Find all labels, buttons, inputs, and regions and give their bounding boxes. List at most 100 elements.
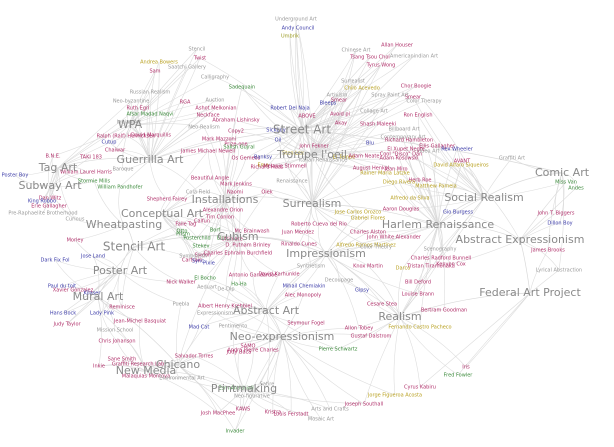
node-label: Invader (226, 429, 246, 435)
node-label: Mosaic Art (308, 417, 334, 423)
edge (435, 185, 485, 199)
node-label: Pierre Schwartz (319, 347, 358, 353)
edge (460, 164, 521, 241)
node-label: John T. Biggers (536, 211, 574, 217)
edge (547, 172, 563, 251)
node-label: Puebla (173, 302, 190, 308)
edge (224, 191, 268, 201)
node-label: Iris (462, 365, 470, 371)
node-label: Gipsy (355, 288, 369, 294)
edge (311, 94, 391, 205)
edge (398, 181, 439, 226)
edge (437, 197, 485, 226)
node-label: Ron English (403, 113, 432, 119)
edge (145, 370, 219, 414)
edge (199, 57, 303, 131)
movement-label-absexp: Abstract Expressionism (456, 233, 585, 246)
node-label: TAKI 183 (79, 155, 102, 161)
node-label: Cola Field (186, 190, 210, 196)
node-label: Jorge Figueroa Acosta (367, 393, 422, 399)
edge (558, 172, 564, 271)
edge (238, 283, 283, 338)
edge (214, 310, 267, 315)
movement-label-wheatpasting: Wheatpasting (86, 218, 162, 231)
node-label: William Laurel Harris (60, 170, 112, 176)
node-label: Adam Rosowski (380, 156, 419, 162)
edge (177, 364, 236, 432)
edge (301, 129, 324, 161)
edge (72, 289, 99, 298)
node-label: James Michael Newell (180, 149, 235, 155)
node-label: Contemporary Art (380, 135, 425, 141)
edge (284, 154, 313, 167)
node-label: Symbolism (179, 254, 207, 260)
edge (119, 159, 151, 188)
edge (235, 129, 303, 145)
edge (235, 130, 313, 156)
movement-label-wpa: WPA (118, 118, 143, 131)
node-label: Malaquias Montoya (122, 374, 170, 380)
edge (128, 120, 133, 126)
node-label: Kenyon Cox (436, 262, 465, 268)
edge (114, 149, 151, 161)
edge (234, 388, 245, 432)
node-label: Josh MacPhee (200, 411, 235, 417)
edge (238, 283, 267, 312)
edge (232, 325, 245, 390)
node-label: Poster Boy (2, 173, 29, 179)
edge (121, 358, 179, 366)
edge (301, 99, 340, 131)
node-label: Video Art (416, 149, 439, 155)
edge (108, 124, 131, 143)
node-label: Robert Del Naja (270, 106, 309, 112)
node-label: Richard Hambleton (385, 138, 433, 144)
edge (266, 154, 313, 168)
edge (311, 122, 342, 156)
edge (529, 249, 549, 294)
edge (191, 199, 226, 225)
edge (161, 177, 211, 215)
edge (233, 191, 239, 238)
edge (161, 191, 199, 215)
node-label: Gustaf Dalstrom (351, 334, 392, 340)
node-label: Mark Mazzoni (202, 137, 236, 143)
edge (224, 305, 283, 338)
node-label: Cartrain (182, 258, 202, 264)
movement-label-poster: Poster Art (93, 264, 148, 277)
edge (325, 236, 395, 255)
movement-label-realism: Realism (378, 310, 421, 323)
node-label: Calfun (194, 219, 210, 225)
node-label: David Alfaro Siqueiros (433, 163, 489, 169)
node-label: Louise Brann (402, 292, 434, 298)
edge (272, 336, 283, 413)
node-label: August Henkel (353, 166, 389, 172)
edge (225, 288, 267, 312)
node-label: Ashot Melkonian (195, 106, 236, 112)
node-label: Ha-Ha (231, 282, 246, 288)
node-label: Salvador Torres (175, 354, 214, 360)
node-label: Adam Neate (349, 154, 380, 160)
edge (14, 174, 51, 187)
node-label: Posterchild (183, 236, 210, 242)
edge (405, 148, 439, 226)
node-label: Italian Renaissance (299, 158, 347, 164)
node-label: Chor Boogie (401, 84, 432, 90)
edge (311, 113, 341, 205)
movement-label-cubism: Cubism (217, 230, 258, 243)
movement-label-federal: Federal Art Project (479, 286, 581, 299)
edge (291, 154, 313, 182)
edge (196, 234, 239, 239)
node-label: Cool "Disco" Dan (380, 152, 423, 158)
edge (337, 316, 401, 350)
edge (417, 114, 439, 226)
edge (101, 270, 121, 314)
node-label: Beautiful Angle (191, 176, 229, 182)
node-label: Richard Haas (250, 165, 283, 171)
edge (519, 222, 561, 241)
node-label: Mr. Brainwash (234, 229, 269, 235)
edge (62, 296, 99, 314)
edge (235, 183, 241, 238)
edge (435, 185, 441, 226)
node-label: Billboard Art (388, 127, 419, 133)
edge (238, 336, 283, 353)
